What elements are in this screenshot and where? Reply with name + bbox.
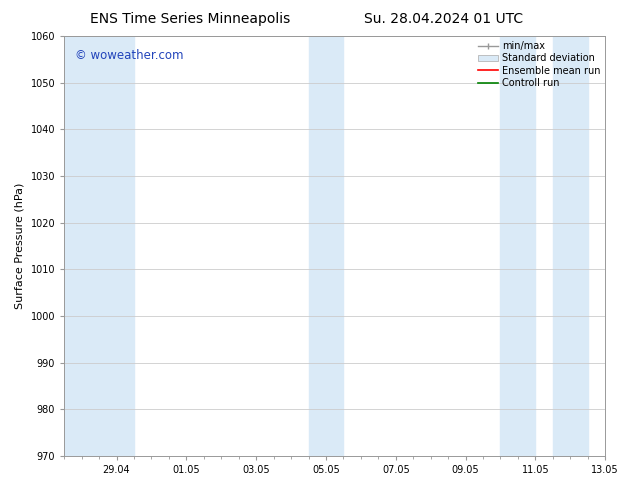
Text: © woweather.com: © woweather.com <box>75 49 183 62</box>
Text: Su. 28.04.2024 01 UTC: Su. 28.04.2024 01 UTC <box>365 12 523 26</box>
Bar <box>500 36 535 456</box>
Bar <box>553 36 588 456</box>
Bar <box>309 36 344 456</box>
Legend: min/max, Standard deviation, Ensemble mean run, Controll run: min/max, Standard deviation, Ensemble me… <box>477 39 602 90</box>
Y-axis label: Surface Pressure (hPa): Surface Pressure (hPa) <box>15 183 25 309</box>
Text: ENS Time Series Minneapolis: ENS Time Series Minneapolis <box>90 12 290 26</box>
Bar <box>64 36 134 456</box>
